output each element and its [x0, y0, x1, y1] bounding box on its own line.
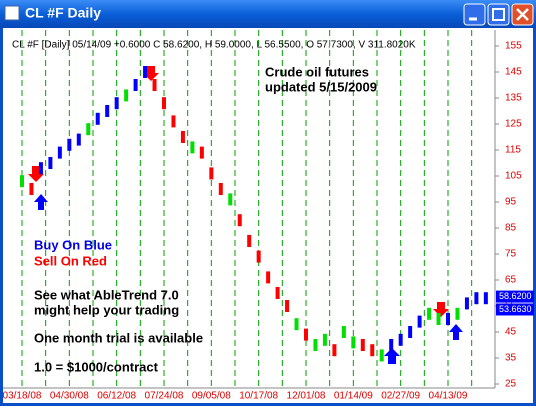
price-bar [29, 183, 34, 195]
price-bar [446, 313, 450, 325]
annotation: One month trial is available [34, 330, 203, 345]
price-bar [379, 349, 384, 362]
price-label: 53.6630 [499, 304, 532, 314]
price-bar [256, 250, 261, 263]
signal-arrows [28, 66, 463, 364]
y-tick-label: 25 [505, 379, 517, 390]
annotation: Crude oil futures [265, 64, 369, 79]
y-tick-label: 125 [505, 119, 522, 130]
y-tick-label: 75 [505, 249, 517, 260]
x-tick-label: 09/05/08 [192, 391, 231, 402]
y-tick-label: 45 [505, 327, 517, 338]
y-tick-label: 155 [505, 41, 522, 52]
x-tick-label: 04/30/08 [50, 391, 89, 402]
y-tick-label: 145 [505, 67, 522, 78]
window-title: CL #F Daily [25, 5, 101, 21]
x-tick-label: 04/13/09 [429, 391, 468, 402]
x-tick-label: 06/12/08 [97, 391, 136, 402]
x-tick-label: 10/17/08 [239, 391, 278, 402]
price-bar [20, 175, 24, 188]
price-bar [266, 271, 271, 284]
price-label: 58.6200 [499, 291, 532, 301]
annotation: 1.0 = $1000/contract [34, 359, 159, 374]
price-bar [76, 133, 81, 146]
price-bar [199, 146, 204, 159]
price-bar [275, 287, 280, 299]
price-bar [95, 112, 100, 125]
y-tick-label: 65 [505, 275, 517, 286]
price-bar [370, 344, 375, 357]
price-bar [455, 307, 460, 320]
price-bar [304, 328, 308, 341]
price-bar [351, 336, 356, 349]
price-bar [86, 123, 91, 136]
price-bar [218, 183, 223, 195]
price-badge [496, 303, 534, 316]
price-bar [464, 297, 469, 310]
price-bar [474, 292, 479, 305]
price-bar [152, 79, 157, 91]
price-bar [57, 146, 62, 159]
maximize-button[interactable] [487, 3, 510, 26]
y-tick-label: 85 [505, 223, 517, 234]
price-badge [496, 290, 534, 303]
price-bar [190, 141, 195, 154]
price-bar [162, 97, 166, 110]
price-bar [237, 214, 242, 227]
price-bar [67, 138, 72, 151]
y-tick-label: 135 [505, 93, 522, 104]
price-bar [209, 167, 214, 180]
price-bar [427, 307, 432, 320]
price-bar [294, 318, 299, 331]
price-bar [322, 333, 327, 346]
y-tick-label: 105 [505, 171, 522, 182]
price-bar [228, 193, 233, 206]
price-bar [285, 300, 290, 312]
x-tick-label: 07/24/08 [145, 391, 184, 402]
price-bar [408, 326, 413, 338]
price-bar [398, 333, 403, 346]
chart-title: CL #F [Daily] 05/14/09 +0.6000 C 58.6200… [12, 40, 416, 51]
annotation: updated 5/15/2009 [265, 79, 377, 94]
y-tick-label: 95 [505, 197, 517, 208]
x-tick-label: 03/18/08 [3, 391, 42, 402]
price-bar [436, 313, 441, 325]
annotation: See what AbleTrend 7.0 [34, 287, 179, 302]
x-tick-label: 12/01/08 [287, 391, 326, 402]
price-bar [247, 235, 252, 247]
y-tick-label: 115 [505, 145, 521, 156]
price-bar [143, 66, 148, 78]
x-tick-label: 02/27/09 [381, 391, 420, 402]
price-bar [133, 79, 138, 91]
price-bar [389, 339, 394, 351]
annotation: Sell On Red [34, 253, 107, 268]
price-bar [48, 157, 53, 169]
app-icon [4, 5, 20, 21]
price-bar [105, 105, 110, 117]
price-bar [180, 131, 185, 143]
annotation: might help your trading [34, 302, 179, 317]
price-bar [483, 292, 488, 305]
price-bar [171, 115, 176, 128]
minimize-button[interactable] [463, 3, 486, 26]
price-bar [332, 344, 337, 357]
y-tick-label: 35 [505, 353, 517, 364]
annotation: Buy On Blue [34, 237, 112, 252]
title-bar [0, 0, 536, 28]
price-bar [124, 89, 129, 102]
price-bar [114, 97, 119, 110]
price-bar [341, 326, 346, 338]
price-bar [417, 315, 422, 328]
price-bar [313, 339, 318, 351]
x-tick-label: 01/14/09 [334, 391, 373, 402]
price-bar [38, 162, 43, 175]
price-bar [360, 339, 365, 351]
plot-area [3, 28, 533, 403]
